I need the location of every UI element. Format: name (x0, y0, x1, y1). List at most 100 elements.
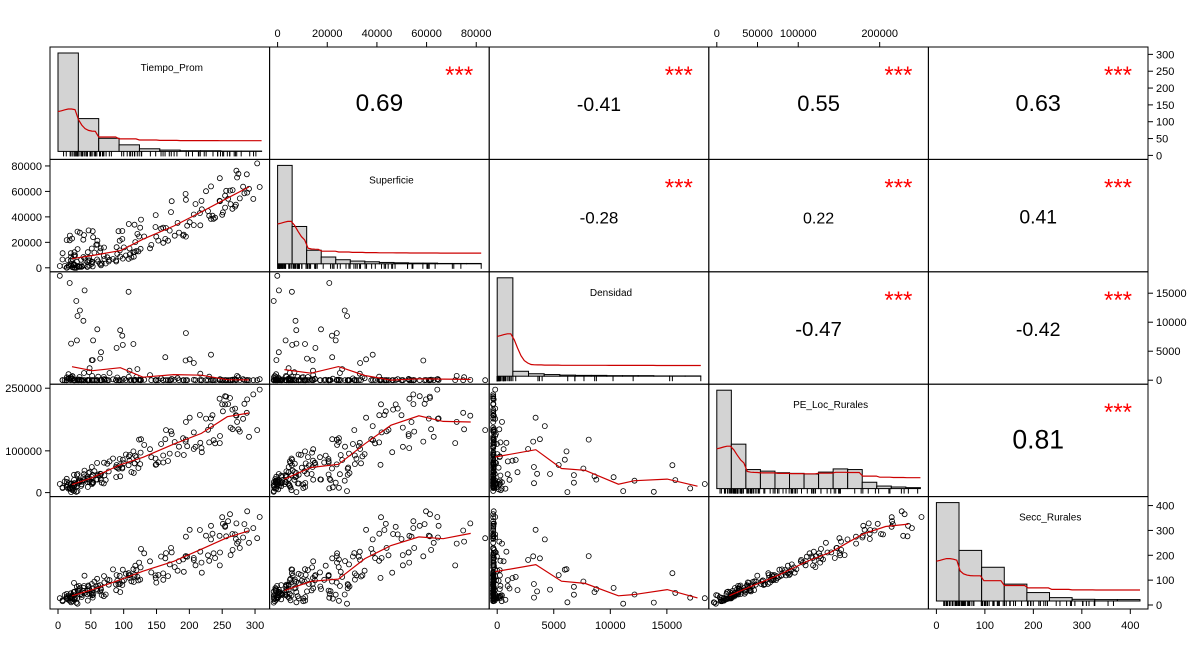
scatter-point-3-0-161 (226, 402, 231, 407)
scatter-point-4-3-139 (819, 546, 824, 551)
histogram-bar-PE_Loc_Rurales-3 (760, 471, 775, 488)
scatter-point-4-0-147 (207, 558, 212, 563)
scatter-point-2-1-52 (289, 289, 294, 294)
scatter-point-3-0-150 (210, 413, 215, 418)
correlation-value-0-2: -0.41 (577, 94, 621, 116)
scatter-point-4-2-153 (526, 557, 531, 562)
scatter-point-3-0-151 (211, 438, 216, 443)
histogram-bar-PE_Loc_Rurales-10 (862, 482, 877, 488)
scatter-point-3-1-111 (337, 472, 342, 477)
scatter-point-3-0-120 (161, 453, 166, 458)
scatter-point-2-0-44 (82, 371, 87, 376)
scatter-point-4-0-89 (118, 590, 123, 595)
histogram-bar-PE_Loc_Rurales-0 (717, 390, 732, 488)
scatter-point-3-0-157 (220, 409, 225, 414)
histogram-bar-Secc_Rurales-2 (982, 567, 1005, 601)
axis-tick-label-Tiempo_Prom-side-2: 100 (1156, 117, 1174, 129)
correlation-value-2-4: -0.42 (1016, 319, 1061, 341)
axis-tick-label-Secc_Rurales-3: 300 (1073, 620, 1091, 632)
scatter-point-3-1-139 (377, 413, 382, 418)
scatter-point-4-0-123 (164, 551, 169, 556)
scatter-point-2-0-16 (69, 341, 74, 346)
scatter-point-4-3-175 (902, 512, 907, 517)
scatter-point-4-0-165 (230, 547, 235, 552)
scatter-point-4-1-140 (378, 575, 383, 580)
histogram-bar-Superficie-3 (321, 257, 336, 264)
significance-stars-1-3: *** (884, 174, 912, 201)
scatter-point-4-1-169 (429, 547, 434, 552)
scatter-point-2-1-24 (276, 350, 281, 355)
axis-tick-label-Secc_Rurales-1: 100 (976, 620, 994, 632)
histogram-bar-Secc_Rurales-5 (1050, 598, 1073, 601)
scatter-point-4-0-121 (161, 577, 166, 582)
scatter-point-2-0-70 (98, 356, 103, 361)
scatter-point-2-0-72 (99, 350, 104, 355)
scatter-point-3-1-77 (305, 455, 310, 460)
scatter-point-3-1-171 (435, 387, 440, 392)
scatter-point-1-0-33 (75, 247, 80, 252)
scatter-point-2-0-46 (82, 288, 87, 293)
axis-tick-label-Tiempo_Prom-4: 200 (180, 620, 198, 632)
scatter-point-4-3-132 (811, 549, 816, 554)
scatter-point-1-0-145 (204, 189, 209, 194)
scatter-point-4-2-152 (515, 588, 520, 593)
scatter-point-4-0-144 (199, 570, 204, 575)
histogram-bar-Tiempo_Prom-6 (180, 151, 200, 152)
significance-stars-1-4: *** (1104, 174, 1132, 201)
scatter-point-3-1-88 (318, 455, 323, 460)
panel-3-1 (270, 384, 490, 496)
scatter-point-4-0-32 (75, 601, 80, 606)
scatter-point-3-0-92 (120, 457, 125, 462)
histogram-bar-PE_Loc_Rurales-1 (731, 444, 746, 488)
scatter-point-2-1-114 (342, 308, 347, 313)
scatter-point-3-0-81 (111, 456, 116, 461)
histogram-bar-Secc_Rurales-8 (1117, 600, 1140, 601)
histogram-bar-Densidad-0 (497, 278, 513, 376)
scatter-point-3-1-116 (345, 489, 350, 494)
scatter-point-3-1-179 (483, 428, 488, 433)
scatter-point-4-1-108 (336, 565, 341, 570)
scatter-point-4-1-146 (386, 553, 391, 558)
scatter-point-3-1-115 (343, 444, 348, 449)
scatter-point-4-2-175 (651, 600, 656, 605)
scatter-point-4-1-131 (360, 573, 365, 578)
smooth-line-3-2 (495, 450, 697, 487)
scatter-point-4-1-171 (435, 515, 440, 520)
scatter-point-3-1-178 (468, 413, 473, 418)
scatter-point-3-0-75 (102, 460, 107, 465)
scatter-point-3-1-128 (357, 440, 362, 445)
scatter-point-1-0-111 (139, 217, 144, 222)
axis-tick-label-Tiempo_Prom-side-3: 150 (1156, 100, 1174, 112)
axis-tick-label-Tiempo_Prom-5: 250 (213, 620, 231, 632)
scatter-point-3-0-136 (185, 444, 190, 449)
scatter-point-3-1-80 (310, 450, 315, 455)
histogram-bar-PE_Loc_Rurales-5 (790, 473, 805, 488)
scatter-point-3-1-141 (379, 402, 384, 407)
scatter-point-4-1-80 (310, 565, 315, 570)
axis-tick-label-Densidad-side-2: 10000 (1156, 317, 1187, 329)
variable-label-PE_Loc_Rurales: PE_Loc_Rurales (793, 400, 868, 411)
scatter-point-3-2-161 (548, 472, 553, 477)
scatter-point-2-0-29 (74, 299, 79, 304)
scatter-point-4-2-146 (504, 549, 509, 554)
scatter-point-2-1-18 (275, 273, 280, 278)
scatter-point-4-1-179 (483, 536, 488, 541)
scatter-point-4-1-128 (357, 549, 362, 554)
scatter-point-3-2-160 (542, 424, 547, 429)
scatter-point-3-2-148 (505, 459, 510, 464)
significance-stars-1-2: *** (665, 174, 693, 201)
scatter-point-3-1-61 (294, 490, 299, 495)
significance-stars-0-1: *** (445, 62, 473, 89)
histogram-bar-PE_Loc_Rurales-7 (819, 472, 834, 489)
scatter-point-1-0-134 (183, 197, 188, 202)
variable-label-Tiempo_Prom: Tiempo_Prom (141, 63, 203, 74)
axis-tick-label-Densidad-0: 0 (494, 620, 500, 632)
scatter-point-4-1-120 (347, 562, 352, 567)
scatter-point-3-1-162 (417, 394, 422, 399)
scatter-point-2-1-71 (303, 342, 308, 347)
scatter-point-4-2-138 (498, 583, 503, 588)
scatter-point-3-1-135 (370, 424, 375, 429)
scatter-point-3-1-67 (299, 465, 304, 470)
scatter-point-4-1-164 (422, 522, 427, 527)
